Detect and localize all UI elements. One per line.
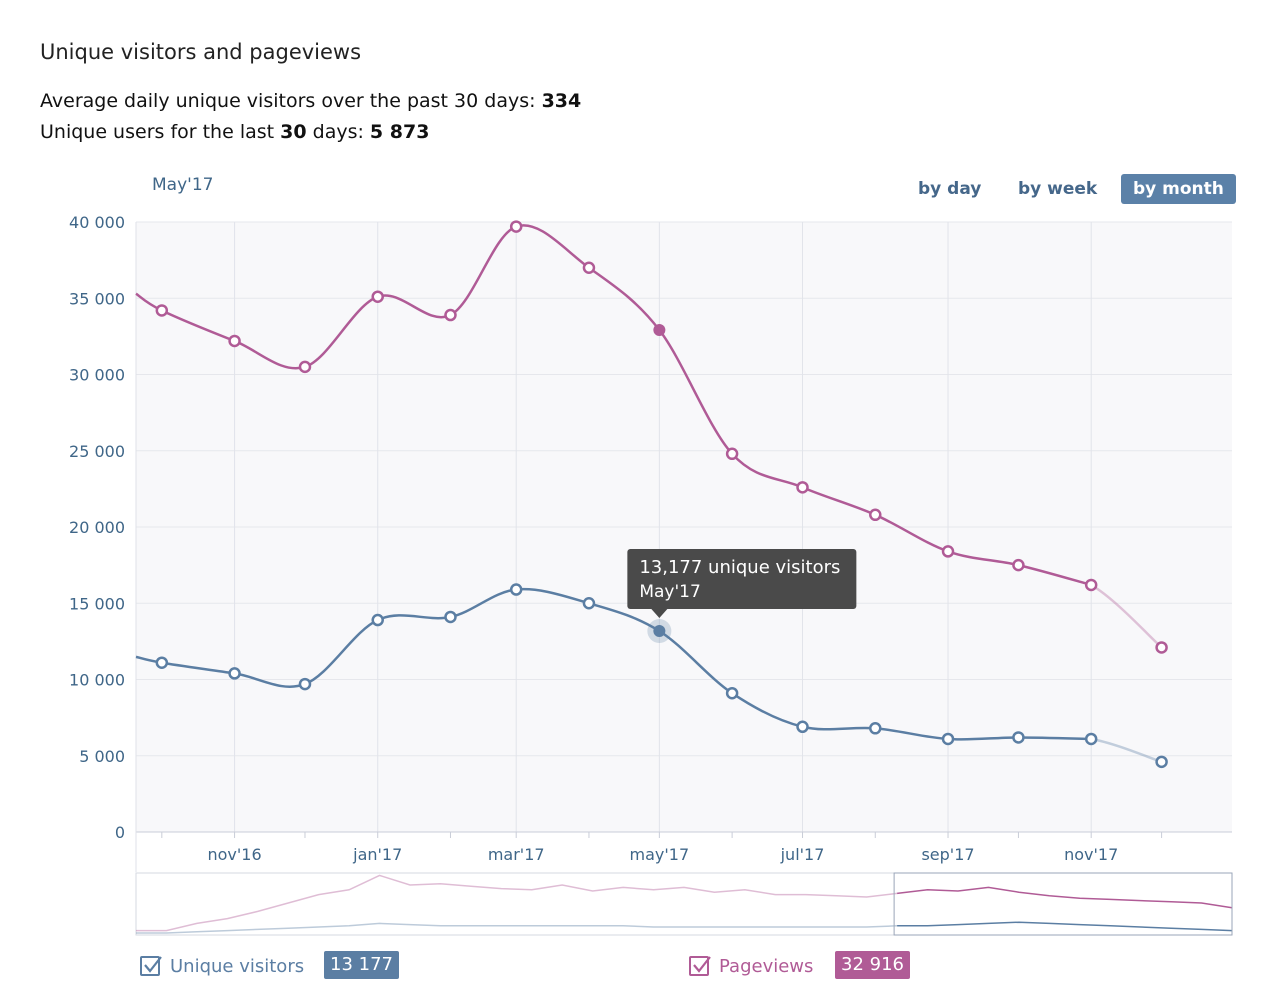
visitors-point [869, 722, 882, 735]
pageviews-point [869, 508, 882, 522]
pageviews-point [371, 290, 384, 303]
pageviews-checkbox[interactable] [689, 956, 711, 976]
navigator-visitors-line-faint [136, 922, 898, 934]
highlight-halo [647, 619, 672, 644]
visitors-point [444, 610, 457, 624]
pageviews-point [941, 545, 955, 558]
pageviews-point [796, 481, 809, 494]
tooltip-value: 13,177 unique visitors [639, 557, 840, 578]
series-line-tail [1090, 737, 1162, 764]
visitors-point [653, 625, 666, 638]
visitors-point [509, 583, 523, 596]
avg-visitors-value: 334 [541, 90, 582, 112]
visitors-point [1012, 731, 1025, 744]
unique-users-middle: days: [306, 121, 370, 143]
pageviews-point [298, 360, 312, 374]
x-tick-label: mar'17 [488, 845, 545, 864]
visitors-point [1155, 755, 1168, 769]
y-tick-label: 15 000 [69, 594, 125, 613]
visitors-point [941, 732, 955, 746]
y-tick-label: 20 000 [69, 518, 125, 537]
x-tick-label: jan'17 [352, 845, 402, 864]
by-week-button[interactable]: by week [1018, 179, 1098, 199]
page-title: Unique visitors and pageviews [40, 40, 362, 64]
visitors-point [371, 613, 384, 627]
x-tick-label: nov'16 [207, 845, 261, 864]
visitors-point [298, 677, 312, 691]
visitors-point [725, 686, 739, 700]
unique-users-value: 5 873 [369, 121, 430, 143]
visitors-point [796, 720, 809, 734]
navigator-selection [893, 872, 1233, 936]
pageviews-point [653, 324, 666, 337]
navigator-visitors-line [897, 921, 1233, 932]
tooltip-date: May'17 [639, 582, 700, 602]
y-tick-label: 35 000 [69, 289, 125, 308]
x-tick-label: jul'17 [780, 845, 825, 864]
y-tick-label: 0 [115, 823, 125, 842]
tooltip-arrow [651, 609, 668, 619]
legend-unique-visitors[interactable]: Unique visitors [140, 952, 304, 980]
unique-visitors-legend-label: Unique visitors [170, 955, 305, 977]
avg-visitors-label: Average daily unique visitors over the p… [40, 90, 542, 112]
y-tick-label: 30 000 [69, 366, 125, 385]
x-tick-label: may'17 [630, 845, 690, 864]
visitors-point [582, 597, 596, 610]
pageviews-point [155, 304, 169, 317]
pageviews-point [228, 334, 241, 348]
pageviews-point [1084, 578, 1098, 592]
pageviews-legend-label: Pageviews [719, 955, 814, 977]
pageviews-value-badge: 32 916 [835, 951, 910, 979]
unique-users-stat: Unique users for the last 30 days: 5 873 [40, 121, 429, 143]
x-tick-label: nov'17 [1064, 845, 1118, 864]
unique-users-label: Unique users for the last [40, 121, 281, 143]
by-day-button[interactable]: by day [918, 179, 982, 199]
y-tick-label: 40 000 [69, 213, 125, 232]
checkmark-icon [144, 956, 162, 973]
y-tick-label: 10 000 [69, 671, 125, 690]
pageviews-point [725, 447, 739, 461]
y-tick-label: 25 000 [69, 442, 125, 461]
visitors-point [1084, 732, 1098, 746]
avg-visitors-stat: Average daily unique visitors over the p… [40, 90, 581, 112]
series-line-visitors [135, 587, 1092, 741]
period-label: May'17 [152, 175, 214, 195]
navigator-frame [135, 872, 1233, 936]
unique-visitors-checkbox[interactable] [140, 956, 162, 976]
pageviews-point [582, 261, 596, 274]
by-month-button[interactable]: by month [1121, 174, 1236, 204]
plot-background [136, 222, 1232, 832]
visitors-point [228, 667, 241, 680]
series-line-tail [1090, 583, 1163, 649]
pageviews-point [509, 220, 523, 233]
visitors-point [155, 656, 169, 669]
tooltip-box [627, 549, 857, 610]
unique-visitors-value-badge: 13 177 [324, 951, 399, 979]
checkmark-icon [693, 956, 711, 973]
legend-pageviews[interactable]: Pageviews [689, 952, 813, 980]
navigator-pageviews-line [897, 886, 1233, 909]
y-tick-label: 5 000 [79, 747, 125, 766]
pageviews-point [444, 308, 457, 322]
x-tick-label: sep'17 [921, 845, 974, 864]
unique-users-days: 30 [280, 121, 307, 143]
pageviews-point [1012, 558, 1025, 572]
navigator-pageviews-line-faint [136, 874, 898, 932]
pageviews-point [1155, 641, 1168, 654]
series-line-pageviews [135, 224, 1092, 587]
